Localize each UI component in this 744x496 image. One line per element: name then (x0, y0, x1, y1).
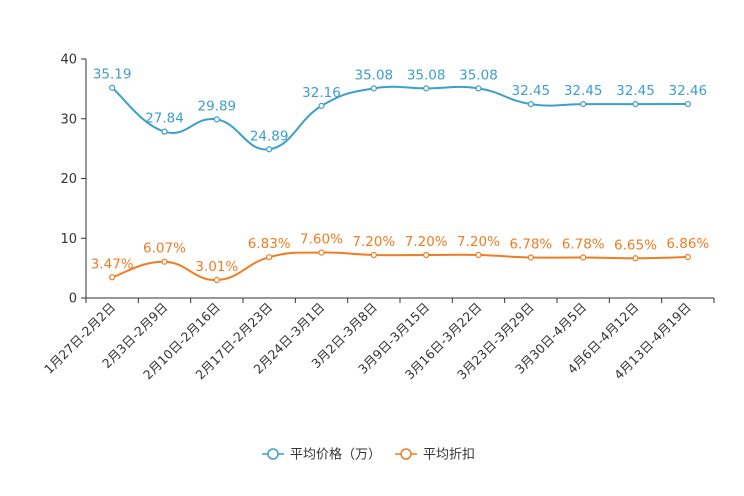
data-point (423, 85, 430, 92)
data-point (318, 102, 325, 109)
data-point (527, 101, 534, 108)
data-labels: 35.19 27.84 29.89 24.89 32.16 35.08 35.08 35.08… (91, 67, 710, 275)
data-label: 6.78% (509, 236, 552, 252)
data-point (213, 276, 220, 284)
legend-label-1: 平均折扣 (423, 448, 475, 463)
data-label: 32.45 (512, 83, 551, 99)
data-point (423, 251, 430, 259)
data-label: 32.45 (616, 83, 655, 99)
data-point (213, 116, 220, 123)
data-point (266, 146, 273, 153)
data-label: 3.01% (195, 259, 238, 275)
data-label: 32.16 (302, 85, 341, 101)
data-label: 35.08 (459, 67, 498, 83)
data-label: 24.89 (250, 128, 289, 144)
y-tick-label: 40 (60, 53, 77, 68)
legend-marker-1 (400, 448, 412, 460)
data-label: 6.83% (248, 236, 291, 252)
data-label: 6.07% (143, 241, 186, 257)
axes: 0102030401月27日-2月2日2月3日-2月9日2月10日-2月16日2… (41, 53, 715, 382)
data-point (580, 254, 587, 261)
data-label: 32.46 (669, 83, 708, 99)
y-tick-label: 30 (60, 112, 77, 127)
data-point (318, 249, 325, 256)
data-point (475, 251, 482, 259)
series-lines (109, 84, 691, 284)
data-point (161, 258, 168, 265)
data-point (580, 101, 587, 108)
data-label: 35.08 (407, 67, 446, 83)
legend-label-0: 平均价格（万） (290, 447, 381, 463)
data-label: 7.20% (405, 234, 448, 250)
data-label: 35.08 (355, 67, 394, 83)
data-label: 27.84 (145, 111, 184, 127)
data-point (475, 85, 482, 92)
data-label: 32.45 (564, 83, 603, 99)
data-point (632, 255, 639, 262)
data-label: 3.47% (91, 256, 134, 272)
data-point (266, 254, 273, 261)
y-tick-label: 0 (69, 292, 77, 307)
data-point (527, 254, 534, 261)
data-point (684, 253, 691, 261)
data-label: 7.60% (300, 232, 343, 248)
series-line-1 (111, 251, 688, 282)
data-label: 6.78% (562, 236, 605, 252)
data-point (109, 84, 116, 91)
data-label: 7.20% (457, 234, 500, 250)
data-label: 7.20% (352, 234, 395, 250)
legend: 平均价格（万） 平均折扣 (262, 447, 475, 463)
data-point (370, 251, 377, 259)
data-point (161, 128, 168, 135)
data-point (370, 85, 377, 92)
data-point (632, 101, 639, 108)
y-tick-label: 10 (60, 232, 77, 247)
data-label: 6.65% (614, 237, 657, 253)
data-point (684, 100, 691, 108)
y-tick-label: 20 (60, 172, 77, 187)
legend-marker-0 (267, 448, 279, 460)
data-point (109, 274, 116, 281)
data-label: 35.19 (93, 67, 132, 83)
data-label: 6.86% (666, 236, 709, 252)
data-label: 29.89 (198, 98, 237, 114)
